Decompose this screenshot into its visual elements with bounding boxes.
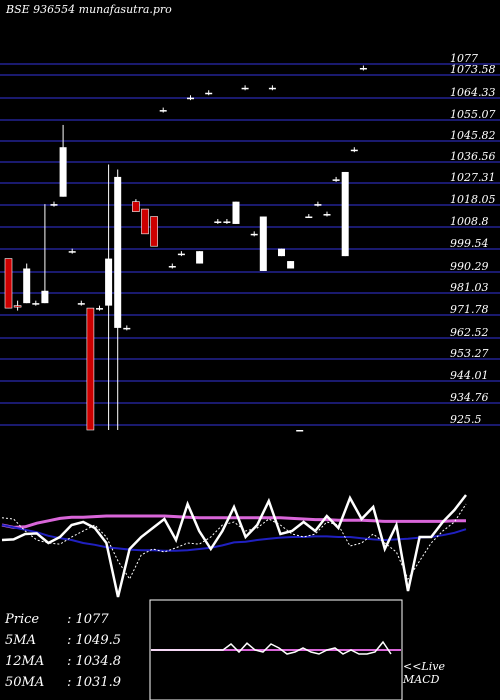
candle-body	[250, 233, 258, 236]
candle-body	[23, 268, 31, 304]
candle-body	[359, 68, 367, 70]
ma50-value: : 1031.9	[67, 675, 121, 690]
stats-panel: Price : 1077 5MA : 1049.5 12MA : 1034.8 50M…	[5, 612, 121, 696]
price-tick-label: 1027.31	[450, 171, 496, 184]
candle-body	[196, 251, 204, 264]
candle-body	[114, 176, 122, 328]
candle-body	[259, 216, 267, 271]
price-tick-label: 1018.05	[450, 193, 496, 206]
price-tick-label: 999.54	[450, 237, 489, 250]
candle-body	[13, 305, 22, 308]
macd-title: MACD	[403, 673, 440, 686]
ma12-label: 12MA	[5, 654, 45, 669]
candle-body	[86, 307, 95, 431]
candle-body	[123, 327, 131, 330]
candle-body	[159, 110, 167, 112]
ma-short-line	[1, 503, 467, 581]
price-tick-label: 953.27	[450, 347, 489, 360]
price-tick-label: 962.52	[450, 326, 489, 339]
price-tick-label: 934.76	[450, 391, 489, 404]
ma5-row: 5MA : 1049.5	[5, 633, 121, 654]
candle-body	[296, 430, 304, 432]
candlesticks	[4, 65, 367, 432]
candle-body	[232, 201, 240, 224]
candle-body	[341, 171, 349, 257]
candle-body	[214, 221, 222, 223]
candle-body	[132, 201, 140, 212]
candle-body	[59, 147, 67, 197]
price-line	[1, 494, 467, 598]
candle-body	[4, 258, 13, 309]
candle-body	[323, 214, 331, 216]
candle-body	[105, 258, 113, 306]
price-tick-label: 1036.56	[450, 150, 496, 163]
candle-body	[268, 87, 276, 90]
price-label: Price	[5, 612, 40, 627]
price-tick-label: 971.78	[450, 303, 489, 316]
candle-body	[278, 248, 285, 257]
candle-body	[168, 266, 176, 268]
candle-body	[241, 87, 249, 90]
candle-body	[41, 290, 49, 304]
candle-body	[141, 208, 149, 235]
candle-body	[68, 251, 76, 253]
candle-body	[50, 204, 58, 206]
macd-line	[151, 640, 392, 655]
price-row: Price : 1077	[5, 612, 121, 633]
chart-title: BSE 936554 munafasutra.pro	[6, 3, 172, 16]
candle-body	[32, 303, 40, 305]
macd-label[interactable]: <<Live MACD	[403, 660, 463, 686]
price-tick-label: 1073.58	[450, 63, 496, 76]
ma12-row: 12MA : 1034.8	[5, 654, 121, 675]
price-tick-label: 1064.33	[450, 86, 496, 99]
price-tick-label: 925.5	[450, 413, 482, 426]
candle-body	[96, 308, 103, 310]
ma12-value: : 1034.8	[67, 654, 121, 669]
price-tick-label: 981.03	[450, 281, 489, 294]
candle-body	[223, 221, 231, 223]
candle-body	[305, 216, 313, 219]
ma50-row: 50MA : 1031.9	[5, 675, 121, 696]
candle-body	[150, 216, 158, 247]
candle-body	[332, 179, 340, 181]
price-tick-label: 990.29	[450, 260, 489, 273]
price-tick-label: 1008.8	[450, 215, 489, 228]
macd-lines	[151, 640, 401, 655]
ma5-value: : 1049.5	[67, 633, 121, 648]
live-macd-link[interactable]: <<Live	[403, 660, 445, 673]
ma50-label: 50MA	[5, 675, 45, 690]
price-value: : 1077	[67, 612, 109, 627]
candle-body	[350, 149, 358, 152]
moving-average-lines	[1, 494, 467, 598]
price-tick-label: 944.01	[450, 369, 489, 382]
grid-lines	[0, 63, 500, 426]
moving-average-chart	[1, 494, 467, 700]
price-tick-label: 1077	[450, 52, 478, 65]
price-tick-label: 1055.07	[450, 108, 496, 121]
candle-body	[205, 92, 213, 95]
ma5-label: 5MA	[5, 633, 36, 648]
candle-body	[187, 97, 194, 100]
candle-body	[314, 204, 322, 206]
candle-body	[77, 303, 85, 305]
candle-body	[287, 261, 295, 269]
price-tick-label: 1045.82	[450, 129, 496, 142]
ma-long-line	[1, 514, 466, 529]
candle-body	[177, 253, 185, 256]
